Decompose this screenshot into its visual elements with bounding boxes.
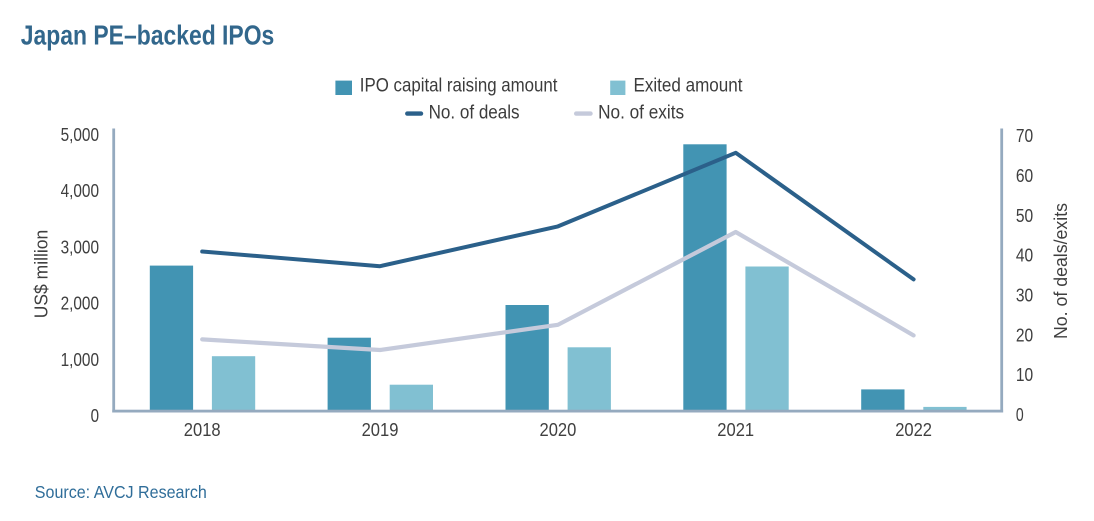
svg-text:30: 30 [1016,286,1033,306]
svg-text:4,000: 4,000 [61,181,99,201]
svg-text:Source: AVCJ Research: Source: AVCJ Research [35,482,207,502]
svg-text:20: 20 [1016,325,1033,345]
svg-text:No. of deals: No. of deals [429,102,520,123]
svg-text:60: 60 [1016,166,1033,186]
svg-text:40: 40 [1016,246,1033,266]
svg-text:2020: 2020 [540,419,577,440]
svg-text:Japan PE–backed IPOs: Japan PE–backed IPOs [21,19,275,50]
svg-text:US$ million: US$ million [31,230,51,319]
svg-text:Exited amount: Exited amount [634,76,744,97]
svg-text:1,000: 1,000 [61,350,99,370]
svg-text:2,000: 2,000 [61,294,99,314]
svg-text:50: 50 [1016,206,1033,226]
svg-text:0: 0 [1016,405,1024,425]
svg-text:10: 10 [1016,365,1033,385]
svg-text:No. of exits: No. of exits [598,102,684,123]
svg-text:5,000: 5,000 [61,125,99,145]
svg-text:IPO capital raising amount: IPO capital raising amount [360,76,558,97]
svg-text:3,000: 3,000 [61,237,99,257]
svg-text:No. of deals/exits: No. of deals/exits [1051,203,1071,339]
svg-text:0: 0 [91,406,99,426]
svg-text:2022: 2022 [895,419,932,440]
svg-text:2019: 2019 [362,419,399,440]
svg-text:2018: 2018 [184,419,221,440]
svg-text:2021: 2021 [717,419,754,440]
svg-text:70: 70 [1016,126,1033,146]
